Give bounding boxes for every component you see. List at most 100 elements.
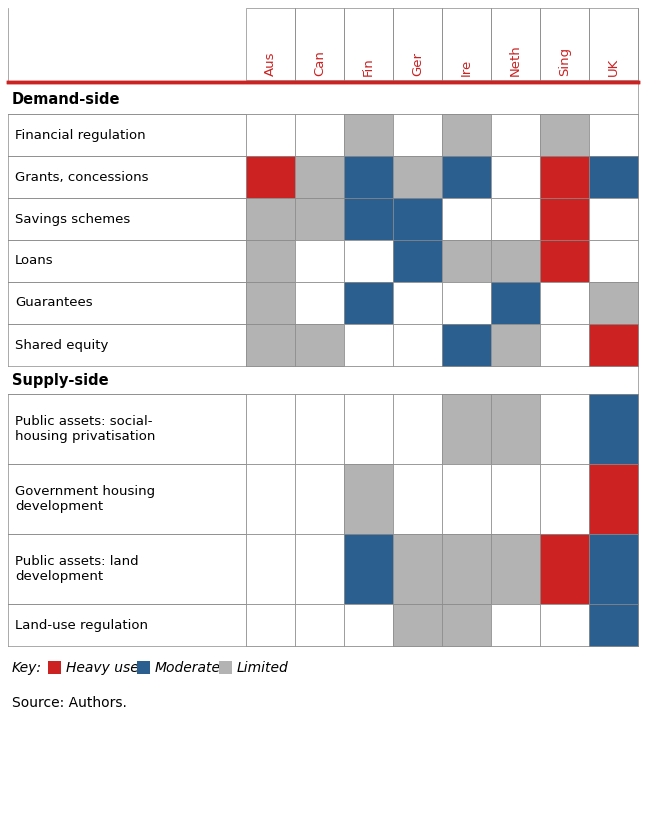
Bar [540,282,589,324]
Text: Government housing
development: Government housing development [15,485,155,513]
Bar [393,394,442,464]
Bar [540,464,589,534]
Text: Key:: Key: [12,661,42,675]
Bar [246,156,295,198]
Bar [491,8,540,80]
Bar [393,534,442,604]
Text: Shared equity: Shared equity [15,338,108,351]
Bar [589,464,638,534]
Text: Aus: Aus [264,52,277,76]
Bar [344,156,393,198]
Text: Demand-side: Demand-side [12,93,120,108]
Bar [246,324,295,366]
Text: Ger: Ger [411,52,424,76]
Bar [491,394,540,464]
Bar [295,282,344,324]
Bar [442,156,491,198]
Bar [393,198,442,240]
Bar [491,534,540,604]
Text: Sing: Sing [558,47,571,76]
Bar [491,114,540,156]
Text: Supply-side: Supply-side [12,373,109,388]
Bar [246,240,295,282]
Bar [295,114,344,156]
Bar [246,604,295,646]
Bar [491,240,540,282]
Bar [540,534,589,604]
Bar [589,394,638,464]
Bar [246,114,295,156]
Text: Moderate: Moderate [154,661,220,675]
Bar [246,394,295,464]
Text: Grants, concessions: Grants, concessions [15,171,148,184]
Bar [589,198,638,240]
Bar [442,8,491,80]
Text: Source: Authors.: Source: Authors. [12,696,127,710]
Bar [540,240,589,282]
Bar [246,282,295,324]
Bar [491,282,540,324]
Bar [393,156,442,198]
Text: Fin: Fin [362,57,375,76]
Text: Heavy use: Heavy use [66,661,139,675]
Bar [540,8,589,80]
Bar [589,604,638,646]
Bar [295,534,344,604]
Bar [393,324,442,366]
Bar [442,114,491,156]
Bar [442,282,491,324]
Bar [540,114,589,156]
Text: Guarantees: Guarantees [15,296,93,310]
Bar [295,240,344,282]
Text: Neth: Neth [509,44,522,76]
Bar [589,8,638,80]
Bar [442,464,491,534]
Bar [442,324,491,366]
Bar [442,394,491,464]
Bar [344,394,393,464]
Bar [295,8,344,80]
Text: Can: Can [313,50,326,76]
Text: Financial regulation: Financial regulation [15,129,146,141]
Text: Loans: Loans [15,255,53,268]
Bar [344,464,393,534]
Bar [491,198,540,240]
Bar [295,464,344,534]
Bar [246,464,295,534]
Bar [589,156,638,198]
Bar [540,156,589,198]
Bar [344,324,393,366]
Bar [295,156,344,198]
Bar [442,534,491,604]
Bar [295,394,344,464]
Bar [491,156,540,198]
Bar [344,534,393,604]
Bar [589,324,638,366]
Text: Limited: Limited [236,661,289,675]
Bar [589,282,638,324]
Bar [344,240,393,282]
Bar [589,240,638,282]
Bar [540,604,589,646]
Bar [442,198,491,240]
Bar [393,240,442,282]
Bar [589,114,638,156]
Bar [491,324,540,366]
Bar [393,604,442,646]
Bar [442,240,491,282]
Bar [442,604,491,646]
Bar [344,8,393,80]
Bar [344,114,393,156]
Bar [540,324,589,366]
Bar [491,464,540,534]
Bar [589,534,638,604]
Bar [344,198,393,240]
Bar [393,114,442,156]
Bar [393,282,442,324]
Bar [136,662,150,675]
Bar [393,464,442,534]
Bar [246,8,295,80]
Bar [491,604,540,646]
Text: Ire: Ire [460,59,473,76]
Bar [393,8,442,80]
